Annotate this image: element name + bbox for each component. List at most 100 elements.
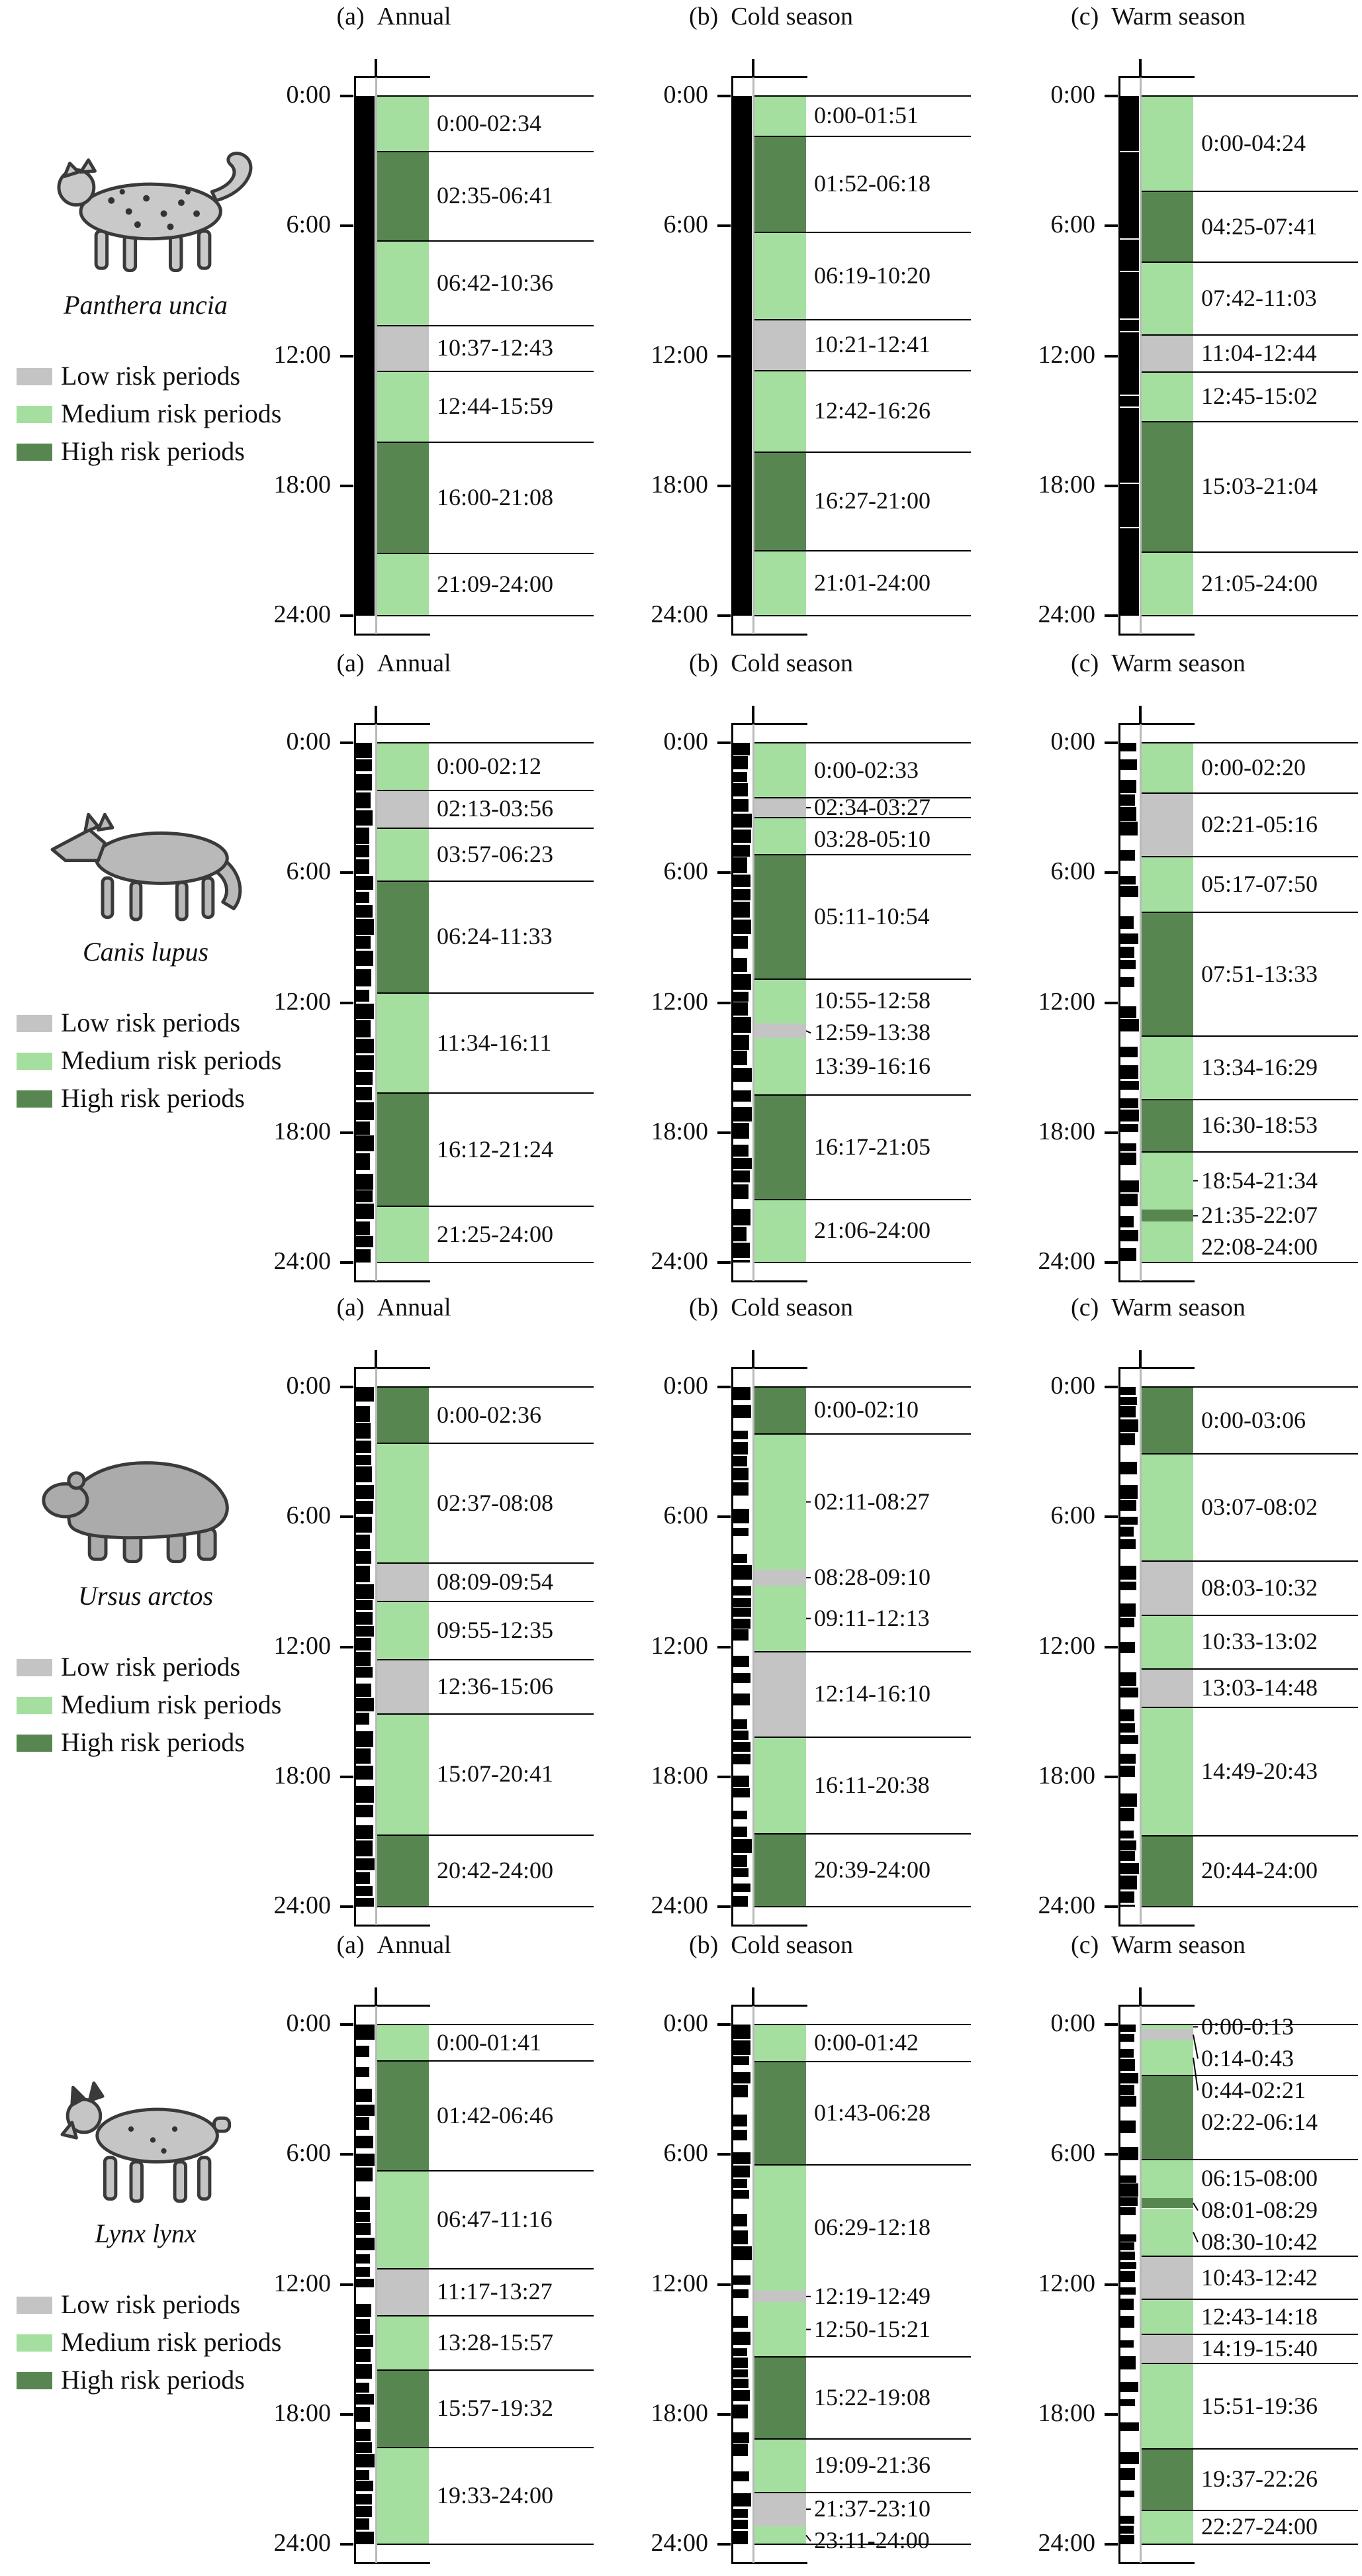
rug-mark <box>1120 2271 1135 2282</box>
time-range-label: 15:03-21:04 <box>1201 473 1318 500</box>
rug-mark <box>733 1468 749 1480</box>
segment-boundary-line <box>1142 262 1358 263</box>
rug-mark <box>355 2154 375 2166</box>
segment-boundary-line <box>1142 2256 1358 2257</box>
risk-segment-medium <box>377 2447 429 2544</box>
time-range-label: 03:28-05:10 <box>814 826 931 853</box>
rug-mark <box>733 1227 747 1241</box>
segment-boundary-line <box>377 553 594 555</box>
rug-mark <box>355 1466 372 1482</box>
time-range-label: 15:07-20:41 <box>437 1760 553 1788</box>
rug-mark <box>1120 1672 1136 1686</box>
risk-segment-high <box>377 1093 429 1206</box>
segment-boundary-line <box>1142 1035 1358 1037</box>
leader-line <box>805 2534 811 2542</box>
rug-mark <box>1120 850 1135 861</box>
risk-segment-medium <box>377 828 429 881</box>
rug-mark <box>355 1566 370 1582</box>
rug-mark <box>1120 2468 1135 2480</box>
rug-mark <box>1120 933 1138 944</box>
rug-gap <box>1120 271 1139 272</box>
rug-mark <box>1120 1688 1138 1697</box>
rug-bar-separator <box>752 77 754 634</box>
rug-mark <box>1120 1406 1136 1417</box>
time-range-label: 0:00-02:12 <box>437 753 541 779</box>
panel-title: (b) Cold season <box>688 3 854 30</box>
rug-mark <box>1120 2287 1136 2295</box>
axis-tick-label: 18:00 <box>1038 2399 1095 2427</box>
axis-tick <box>717 1905 731 1908</box>
risk-segment-medium <box>754 370 806 452</box>
axis-tick <box>1105 2413 1118 2416</box>
rug-mark <box>733 1387 750 1400</box>
risk-segment-medium <box>754 2025 806 2062</box>
axis-tick-label: 18:00 <box>1038 1762 1095 1789</box>
rug-mark <box>1120 1618 1134 1627</box>
axis-tick-label: 0:00 <box>286 81 331 109</box>
rug-mark <box>1120 1500 1136 1511</box>
rug-mark <box>733 1260 750 1263</box>
rug-mark <box>733 1528 749 1536</box>
rug-mark <box>733 1123 749 1139</box>
time-range-label: 21:37-23:10 <box>814 2495 931 2522</box>
axis-tick <box>717 1776 731 1778</box>
risk-segment-low <box>754 2492 806 2526</box>
time-range-label: 08:30-10:42 <box>1201 2228 1318 2255</box>
risk-segment-low <box>377 1563 429 1601</box>
rug-mark <box>1120 1124 1138 1132</box>
plot-frame-top <box>354 76 430 78</box>
axis-tick-label: 24:00 <box>1038 2529 1095 2557</box>
rug-mark <box>355 1713 369 1725</box>
rug-mark <box>1120 2183 1138 2197</box>
plot-frame-top <box>354 723 430 725</box>
rug-mark <box>1120 960 1136 969</box>
rug-mark <box>355 2532 374 2544</box>
legend-label: Medium risk periods <box>61 1690 282 1719</box>
time-range-label: 02:35-06:41 <box>437 182 553 209</box>
time-range-label: 07:42-11:03 <box>1201 285 1317 312</box>
bar-axis-tick-top <box>752 706 754 724</box>
segment-boundary-line <box>1142 2074 1358 2076</box>
leader-lines-layer <box>805 2295 811 2542</box>
axis-tick-label: 18:00 <box>273 1762 331 1789</box>
time-range-label: 13:28-15:57 <box>437 2328 553 2356</box>
time-range-label: 22:08-24:00 <box>1201 1233 1318 1261</box>
panel-title: (c) Warm season <box>1071 3 1246 30</box>
time-range-label: 02:21-05:16 <box>1201 811 1318 838</box>
legend-label: High risk periods <box>61 2365 245 2395</box>
axis-tick-label: 24:00 <box>273 1247 331 1275</box>
legend-label: Low risk periods <box>61 2289 241 2319</box>
segment-boundary-line <box>377 2060 594 2062</box>
segment-boundary-line <box>1142 95 1358 97</box>
rug-mark <box>1120 1180 1139 1192</box>
time-range-label: 02:34-03:27 <box>814 794 931 821</box>
rug-mark <box>355 1174 373 1190</box>
axis-tick-label: 18:00 <box>273 471 331 499</box>
segment-boundary-line <box>1142 1707 1358 1709</box>
time-range-label: 21:01-24:00 <box>814 569 931 596</box>
bar-axis-tick-top <box>752 1987 754 2005</box>
rug-mark <box>1120 886 1138 897</box>
rug-mark <box>355 1055 374 1070</box>
rug-mark <box>355 2279 374 2287</box>
rug-mark <box>355 96 375 616</box>
time-range-label: 10:33-13:02 <box>1201 1628 1318 1655</box>
axis-tick <box>1105 1002 1118 1004</box>
axis-tick <box>1105 1386 1118 1388</box>
time-range-label: 08:01-08:29 <box>1201 2196 1318 2223</box>
legend-swatch-medium <box>17 1697 52 1714</box>
risk-segment-medium <box>377 371 429 442</box>
legend-swatch-high <box>17 2372 52 2389</box>
risk-segment-medium <box>754 2526 806 2544</box>
rug-mark <box>1120 743 1136 751</box>
axis-tick-label: 24:00 <box>273 1891 331 1919</box>
segment-boundary-line <box>754 2356 971 2358</box>
rug-mark <box>355 1135 374 1151</box>
risk-segment-medium <box>377 1601 429 1660</box>
axis-tick <box>717 2413 731 2416</box>
rug-mark <box>355 1249 371 1263</box>
time-range-label: 21:35-22:07 <box>1201 1202 1318 1229</box>
time-range-label: 16:11-20:38 <box>814 1771 930 1798</box>
risk-segment-medium <box>1142 371 1193 422</box>
risk-segment-medium <box>377 553 429 616</box>
